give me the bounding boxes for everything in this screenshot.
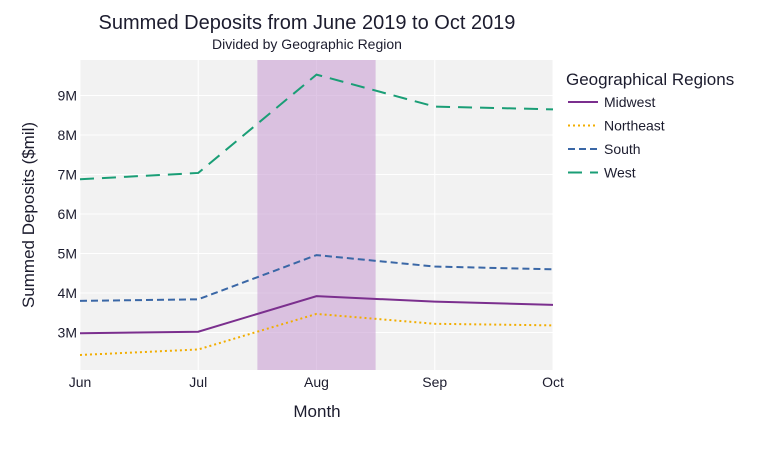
- highlight-band: [257, 60, 376, 370]
- y-tick-label: 3M: [58, 324, 77, 340]
- x-tick-label: Sep: [422, 374, 447, 390]
- x-tick-label: Jun: [69, 374, 92, 390]
- y-tick-label: 5M: [58, 246, 77, 262]
- series-line-midwest: [79, 295, 554, 335]
- x-tick-label: Oct: [542, 374, 564, 390]
- legend-title: Geographical Regions: [566, 70, 734, 89]
- legend-label-midwest[interactable]: Midwest: [604, 94, 655, 110]
- chart-subtitle: Divided by Geographic Region: [212, 36, 402, 52]
- series-line-northeast: [79, 312, 554, 356]
- x-axis-title: Month: [293, 402, 340, 421]
- y-tick-label: 7M: [58, 167, 77, 183]
- legend[interactable]: Geographical Regions Midwest Northeast Sou…: [566, 70, 734, 181]
- legend-label-west[interactable]: West: [604, 165, 636, 181]
- x-tick-label: Aug: [304, 374, 329, 390]
- x-axis-ticks: Jun Jul Aug Sep Oct: [69, 374, 564, 390]
- x-tick-label: Jul: [189, 374, 207, 390]
- y-tick-label: 8M: [58, 127, 77, 143]
- series-line-west: [79, 73, 554, 181]
- series-line-south: [79, 254, 554, 302]
- y-tick-label: 6M: [58, 206, 77, 222]
- y-tick-label: 9M: [58, 88, 77, 104]
- legend-label-northeast[interactable]: Northeast: [604, 118, 665, 134]
- series-lines: [79, 73, 554, 356]
- y-axis-title: Summed Deposits ($mil): [19, 122, 38, 308]
- y-tick-label: 4M: [58, 285, 77, 301]
- legend-label-south[interactable]: South: [604, 141, 641, 157]
- y-axis-ticks: 3M 4M 5M 6M 7M 8M 9M: [58, 88, 77, 341]
- chart-title: Summed Deposits from June 2019 to Oct 20…: [99, 12, 516, 34]
